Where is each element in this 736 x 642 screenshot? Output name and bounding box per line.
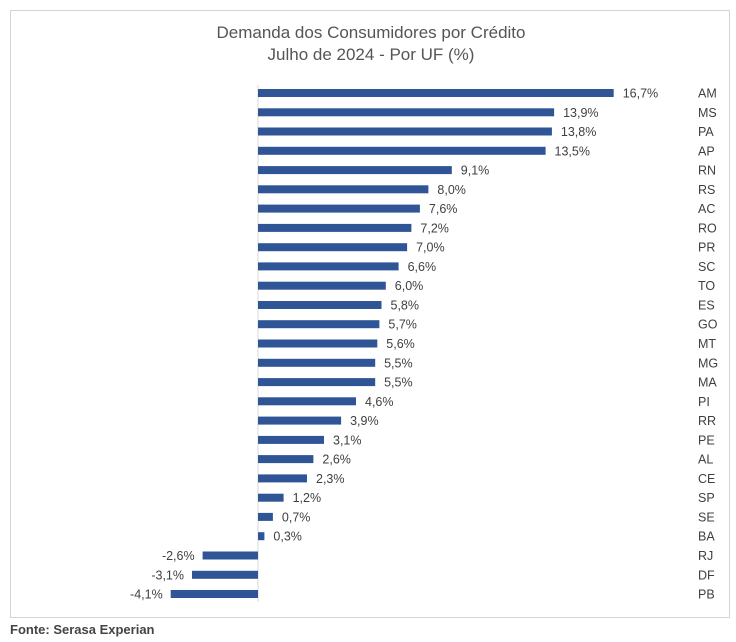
value-label-es: 5,8%	[391, 299, 420, 313]
category-label-ce: CE	[698, 472, 715, 486]
value-label-am: 16,7%	[623, 87, 658, 101]
bar-df	[192, 570, 258, 579]
source-note: Fonte: Serasa Experian	[10, 622, 155, 637]
bar-ro	[258, 223, 412, 232]
value-label-mg: 5,5%	[384, 356, 413, 370]
bar-se	[258, 512, 273, 521]
value-label-rs: 8,0%	[437, 183, 466, 197]
value-label-ba: 0,3%	[273, 530, 302, 544]
category-label-pr: PR	[698, 241, 715, 255]
bar-pa	[258, 127, 552, 136]
value-label-pi: 4,6%	[365, 395, 394, 409]
value-label-rj: -2,6%	[162, 549, 195, 563]
category-label-ac: AC	[698, 202, 715, 216]
bar-mg	[258, 358, 376, 367]
bar-rn	[258, 166, 452, 175]
value-label-sc: 6,6%	[408, 260, 437, 274]
chart-title: Demanda dos Consumidores por Crédito	[216, 23, 526, 42]
bar-al	[258, 455, 314, 464]
bar-rs	[258, 185, 429, 194]
chart-title-block: Demanda dos Consumidores por Crédito Jul…	[11, 22, 731, 66]
bar-go	[258, 320, 380, 329]
bar-pb	[170, 590, 258, 598]
category-label-ro: RO	[698, 221, 717, 235]
bar-sc	[258, 262, 399, 271]
category-label-rr: RR	[698, 414, 716, 428]
value-label-ro: 7,2%	[420, 221, 449, 235]
category-label-pi: PI	[698, 395, 710, 409]
value-label-rr: 3,9%	[350, 414, 379, 428]
value-label-pa: 13,8%	[561, 125, 596, 139]
category-label-to: TO	[698, 279, 715, 293]
category-label-ba: BA	[698, 530, 715, 544]
bar-es	[258, 301, 382, 309]
bar-ap	[258, 146, 546, 155]
value-label-al: 2,6%	[322, 453, 351, 467]
category-label-mt: MT	[698, 337, 716, 351]
value-label-ms: 13,9%	[563, 106, 598, 120]
category-label-ap: AP	[698, 144, 715, 158]
value-label-pr: 7,0%	[416, 241, 445, 255]
value-label-pe: 3,1%	[333, 433, 362, 447]
bar-mt	[258, 339, 378, 348]
category-label-ma: MA	[698, 376, 717, 390]
bar-rj	[202, 551, 258, 560]
bar-chart: 16,7% AM 13,9% MS 13,8% PA 13,5% AP 9,1% RN 8,0% RS…	[130, 85, 718, 603]
bar-ms	[258, 108, 555, 117]
value-label-ac: 7,6%	[429, 202, 458, 216]
bar-pe	[258, 435, 324, 444]
chart-frame: Demanda dos Consumidores por Crédito Jul…	[10, 10, 730, 618]
bar-ba	[258, 532, 265, 541]
category-label-sc: SC	[698, 260, 715, 274]
category-label-ms: MS	[698, 106, 717, 120]
value-label-ma: 5,5%	[384, 376, 413, 390]
value-label-rn: 9,1%	[461, 164, 490, 178]
bar-sp	[258, 493, 284, 502]
value-label-df: -3,1%	[151, 568, 184, 582]
category-label-df: DF	[698, 568, 715, 582]
chart-subtitle: Julho de 2024 - Por UF (%)	[267, 45, 475, 64]
value-label-se: 0,7%	[282, 510, 311, 524]
value-label-pb: -4,1%	[130, 588, 163, 602]
category-label-rs: RS	[698, 183, 715, 197]
category-label-se: SE	[698, 510, 715, 524]
bar-ma	[258, 378, 376, 387]
bar-rr	[258, 416, 342, 425]
bar-pr	[258, 243, 408, 252]
category-label-sp: SP	[698, 491, 715, 505]
category-label-go: GO	[698, 318, 718, 332]
bar-ce	[258, 474, 307, 483]
category-label-pb: PB	[698, 588, 715, 602]
category-label-rj: RJ	[698, 549, 713, 563]
category-label-es: ES	[698, 299, 715, 313]
bar-to	[258, 281, 386, 290]
value-label-sp: 1,2%	[293, 491, 322, 505]
category-label-al: AL	[698, 453, 713, 467]
value-label-ap: 13,5%	[555, 144, 590, 158]
category-label-pa: PA	[698, 125, 714, 139]
value-label-go: 5,7%	[388, 318, 417, 332]
bar-pi	[258, 397, 356, 406]
bar-am	[258, 89, 614, 97]
category-label-rn: RN	[698, 164, 716, 178]
value-label-mt: 5,6%	[386, 337, 415, 351]
category-label-mg: MG	[698, 356, 718, 370]
value-label-ce: 2,3%	[316, 472, 345, 486]
category-label-pe: PE	[698, 433, 715, 447]
value-label-to: 6,0%	[395, 279, 424, 293]
bar-ac	[258, 204, 420, 213]
category-label-am: AM	[698, 87, 717, 101]
